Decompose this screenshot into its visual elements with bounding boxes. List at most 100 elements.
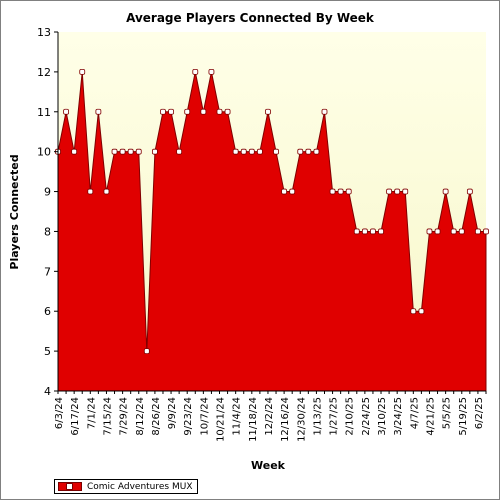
data-point — [410, 308, 417, 315]
x-tick-label: 6/3/24 — [54, 397, 65, 429]
x-tick-label: 8/26/24 — [151, 397, 162, 436]
data-point — [95, 108, 102, 115]
data-point — [152, 148, 158, 155]
data-point — [135, 148, 142, 155]
y-tick-label: 7 — [44, 265, 51, 278]
y-tick-label: 11 — [37, 106, 51, 119]
x-tick-label: 2/10/25 — [345, 397, 356, 436]
data-point — [297, 148, 304, 155]
data-point — [184, 108, 191, 115]
data-point — [127, 148, 134, 155]
legend-label: Comic Adventures MUX — [87, 481, 193, 492]
x-tick-label: 12/30/24 — [296, 397, 307, 442]
data-point — [321, 108, 328, 115]
x-ticks: 6/3/24 6/17/24 7/1/24 7/15/24 7/29/24 8/12/24… — [54, 391, 487, 442]
data-point — [450, 228, 457, 235]
y-tick-label: 12 — [37, 66, 51, 79]
y-tick-label: 10 — [37, 146, 51, 159]
data-point — [192, 68, 199, 75]
data-point — [224, 108, 231, 115]
y-tick-label: 9 — [44, 186, 51, 199]
data-point — [466, 188, 473, 195]
x-tick-label: 3/10/25 — [377, 397, 388, 436]
x-tick-label: 8/12/24 — [135, 397, 146, 436]
y-axis-label: Players Connected — [8, 154, 21, 269]
data-point — [434, 228, 441, 235]
x-tick-label: 6/17/24 — [70, 397, 81, 436]
data-point — [458, 228, 465, 235]
data-point — [176, 148, 183, 155]
x-tick-label: 12/2/24 — [264, 397, 275, 436]
data-point — [483, 228, 489, 235]
data-point — [402, 188, 409, 195]
legend: Comic Adventures MUX — [54, 479, 198, 494]
data-point — [248, 148, 255, 155]
data-point — [442, 188, 449, 195]
y-tick-label: 6 — [44, 305, 51, 318]
x-axis-label: Week — [251, 459, 286, 472]
data-point — [337, 188, 344, 195]
data-point — [475, 228, 481, 235]
legend-swatch — [58, 482, 82, 491]
y-tick-label: 8 — [44, 225, 51, 238]
data-point — [71, 148, 78, 155]
data-point — [168, 108, 174, 115]
data-point — [353, 228, 360, 235]
x-tick-label: 10/7/24 — [199, 397, 210, 436]
data-point — [313, 148, 320, 155]
data-point — [119, 148, 126, 155]
x-tick-label: 4/7/25 — [409, 397, 420, 429]
x-tick-label: 6/2/25 — [474, 397, 485, 429]
x-tick-label: 7/1/24 — [86, 397, 97, 429]
data-point — [160, 108, 166, 115]
data-point — [200, 108, 207, 115]
data-point — [208, 68, 215, 75]
y-ticks: 4 5 6 7 8 9 10 11 12 13 — [37, 26, 58, 398]
data-point — [345, 188, 352, 195]
x-tick-label: 10/21/24 — [216, 397, 227, 442]
data-point — [265, 108, 271, 115]
y-tick-label: 4 — [44, 385, 51, 398]
x-tick-label: 11/18/24 — [248, 397, 259, 442]
data-point — [111, 148, 118, 155]
data-point — [361, 228, 368, 235]
data-point — [394, 188, 401, 195]
data-point — [329, 188, 336, 195]
data-point — [240, 148, 247, 155]
x-tick-label: 1/13/25 — [312, 397, 323, 436]
x-tick-label: 9/23/24 — [183, 397, 194, 436]
x-tick-label: 4/21/25 — [425, 397, 436, 436]
x-tick-label: 5/5/25 — [442, 397, 453, 429]
data-point — [103, 188, 110, 195]
legend-marker — [66, 483, 73, 490]
data-point — [418, 308, 425, 315]
data-point — [256, 148, 263, 155]
chart-title: Average Players Connected By Week — [126, 11, 375, 25]
data-point — [305, 148, 312, 155]
x-tick-label: 2/24/25 — [361, 397, 372, 436]
data-point — [426, 228, 433, 235]
data-point — [289, 188, 296, 195]
x-tick-label: 3/24/25 — [393, 397, 404, 436]
data-point — [232, 148, 239, 155]
x-tick-label: 9/9/24 — [167, 397, 178, 429]
data-point — [79, 68, 86, 75]
data-point — [216, 108, 223, 115]
data-point — [143, 348, 150, 355]
data-point — [386, 188, 392, 195]
y-tick-label: 5 — [44, 345, 51, 358]
x-tick-label: 7/15/24 — [102, 397, 113, 436]
y-tick-label: 13 — [37, 26, 51, 39]
data-point — [370, 228, 376, 235]
data-point — [378, 228, 384, 235]
data-point — [273, 148, 279, 155]
x-tick-label: 5/19/25 — [458, 397, 469, 436]
x-tick-label: 12/16/24 — [280, 397, 291, 442]
data-point — [63, 108, 69, 115]
x-tick-label: 1/27/25 — [329, 397, 340, 436]
data-point — [281, 188, 288, 195]
x-tick-label: 7/29/24 — [119, 397, 130, 436]
data-point — [87, 188, 94, 195]
x-tick-label: 11/4/24 — [232, 397, 243, 436]
